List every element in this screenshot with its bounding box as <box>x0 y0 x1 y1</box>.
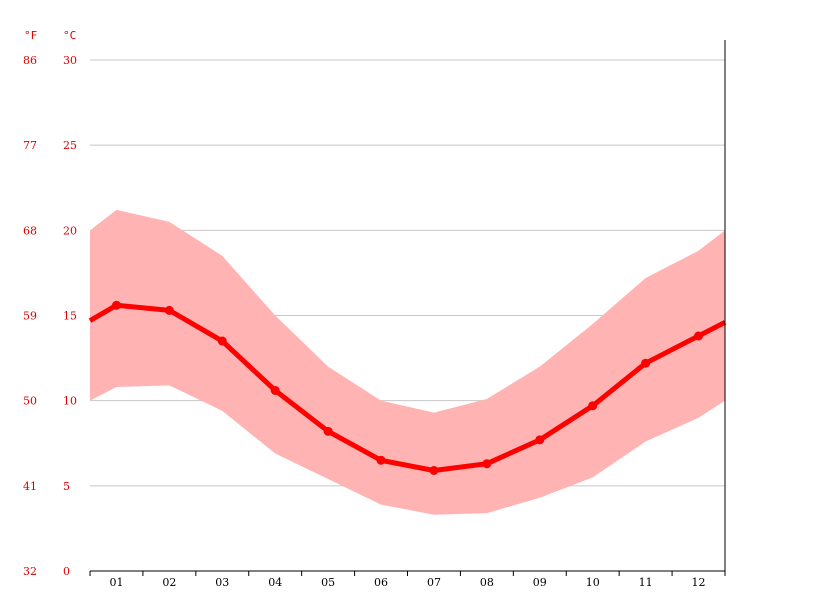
y-tick-label-c: 30 <box>63 54 77 67</box>
y-axis-labels-celsius: 0 5 10 15 20 25 30 <box>63 54 77 578</box>
avg-point-04 <box>270 385 280 395</box>
y-tick-label-f: 77 <box>23 139 37 152</box>
unit-label-celsius: °C <box>63 29 76 42</box>
average-temperature-line <box>88 302 727 474</box>
y-tick-label-f: 68 <box>23 224 37 237</box>
y-tick-label-f: 32 <box>23 565 37 578</box>
avg-point-01 <box>111 300 121 310</box>
x-tick-label-10: 10 <box>586 576 600 589</box>
y-axis-labels-fahrenheit: 32 41 50 59 68 77 86 <box>23 54 37 578</box>
unit-label-fahrenheit: °F <box>24 29 37 42</box>
avg-point-11 <box>641 358 651 368</box>
y-tick-label-f: 50 <box>23 395 37 408</box>
average-temperature-points <box>111 300 704 476</box>
x-tick-label-06: 06 <box>374 576 388 589</box>
avg-point-02 <box>164 305 174 315</box>
avg-point-07 <box>429 466 439 476</box>
avg-point-03 <box>217 336 227 346</box>
y-tick-label-c: 10 <box>63 395 77 408</box>
y-tick-label-f: 59 <box>23 310 37 323</box>
x-tick-label-09: 09 <box>533 576 547 589</box>
x-tick-label-04: 04 <box>268 576 282 589</box>
x-tick-label-08: 08 <box>480 576 494 589</box>
x-tick-label-01: 01 <box>109 576 123 589</box>
x-tick-label-07: 07 <box>427 576 441 589</box>
avg-point-12 <box>694 331 704 341</box>
x-tick-label-03: 03 <box>215 576 229 589</box>
x-tick-label-12: 12 <box>692 576 706 589</box>
y-tick-label-c: 0 <box>63 565 70 578</box>
x-axis-labels: 01 02 03 04 05 06 07 08 09 10 11 12 <box>109 576 705 589</box>
temperature-range-band <box>90 209 725 515</box>
y-tick-label-f: 86 <box>23 54 37 67</box>
avg-point-06 <box>376 455 386 465</box>
avg-point-08 <box>482 459 492 469</box>
y-tick-label-f: 41 <box>23 480 37 493</box>
avg-point-10 <box>588 401 598 411</box>
avg-point-05 <box>323 426 333 436</box>
avg-point-09 <box>535 435 545 445</box>
y-tick-label-c: 25 <box>63 139 77 152</box>
x-tick-label-11: 11 <box>639 576 653 589</box>
x-tick-label-02: 02 <box>162 576 176 589</box>
y-tick-label-c: 5 <box>63 480 70 493</box>
y-tick-label-c: 20 <box>63 224 77 237</box>
y-tick-label-c: 15 <box>63 310 77 323</box>
x-tick-label-05: 05 <box>321 576 335 589</box>
x-axis-ticks <box>89 571 726 576</box>
